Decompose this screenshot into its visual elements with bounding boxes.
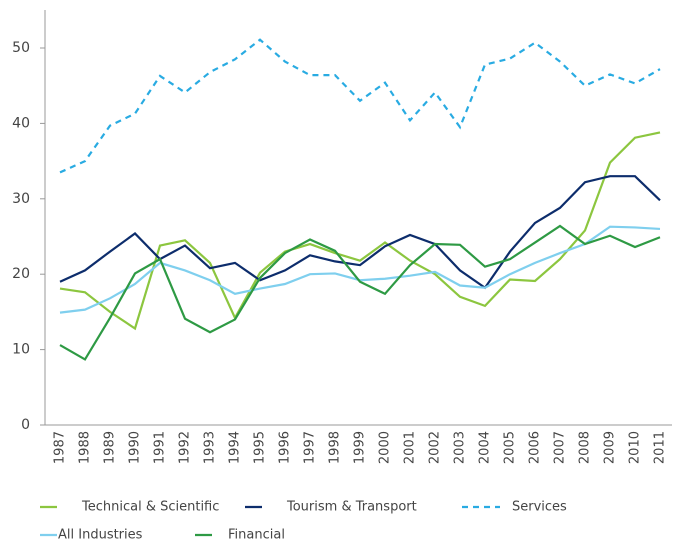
x-tick-label: 2007	[553, 431, 568, 464]
series-line	[59, 224, 661, 361]
x-tick-label: 2004	[478, 431, 493, 464]
legend-label: Services	[512, 500, 567, 515]
x-tick-label: 2003	[453, 431, 468, 464]
x-tick-label: 2006	[528, 431, 543, 464]
series-line	[59, 225, 661, 314]
legend-label: Financial	[228, 528, 285, 543]
x-tick-label: 1994	[228, 431, 243, 464]
x-tick-label: 1998	[328, 431, 343, 464]
x-tick-label: 2000	[378, 431, 393, 464]
x-tick-label: 1992	[178, 431, 193, 464]
x-tick-label: 1987	[53, 431, 68, 464]
legend-label: Tourism & Transport	[286, 500, 417, 515]
series-line	[59, 38, 661, 174]
y-tick-label: 10	[12, 342, 30, 358]
x-tick-label: 1997	[303, 431, 318, 464]
x-tick-label: 1989	[103, 431, 118, 464]
x-tick-label: 2001	[403, 431, 418, 464]
legend-label: All Industries	[58, 528, 143, 543]
x-tick-label: 1999	[353, 431, 368, 464]
x-tick-label: 1993	[203, 431, 218, 464]
x-tick-label: 2010	[628, 431, 643, 464]
y-tick-label: 30	[12, 191, 30, 207]
x-tick-label: 1988	[78, 431, 93, 464]
x-tick-label: 2002	[428, 431, 443, 464]
x-tick-label: 1996	[278, 431, 293, 464]
y-tick-label: 50	[12, 40, 30, 56]
series-line	[59, 131, 661, 331]
x-tick-label: 2011	[653, 431, 668, 464]
y-tick-label: 20	[12, 266, 30, 282]
x-tick-label: 2009	[603, 431, 618, 464]
y-tick-label: 40	[12, 115, 30, 131]
x-tick-label: 1990	[128, 431, 143, 464]
legend-label: Technical & Scientific	[81, 500, 219, 515]
x-tick-label: 1995	[253, 431, 268, 464]
x-tick-label: 1991	[153, 431, 168, 464]
x-tick-label: 2005	[503, 431, 518, 464]
y-tick-label: 0	[21, 417, 30, 433]
x-tick-label: 2008	[578, 431, 593, 464]
